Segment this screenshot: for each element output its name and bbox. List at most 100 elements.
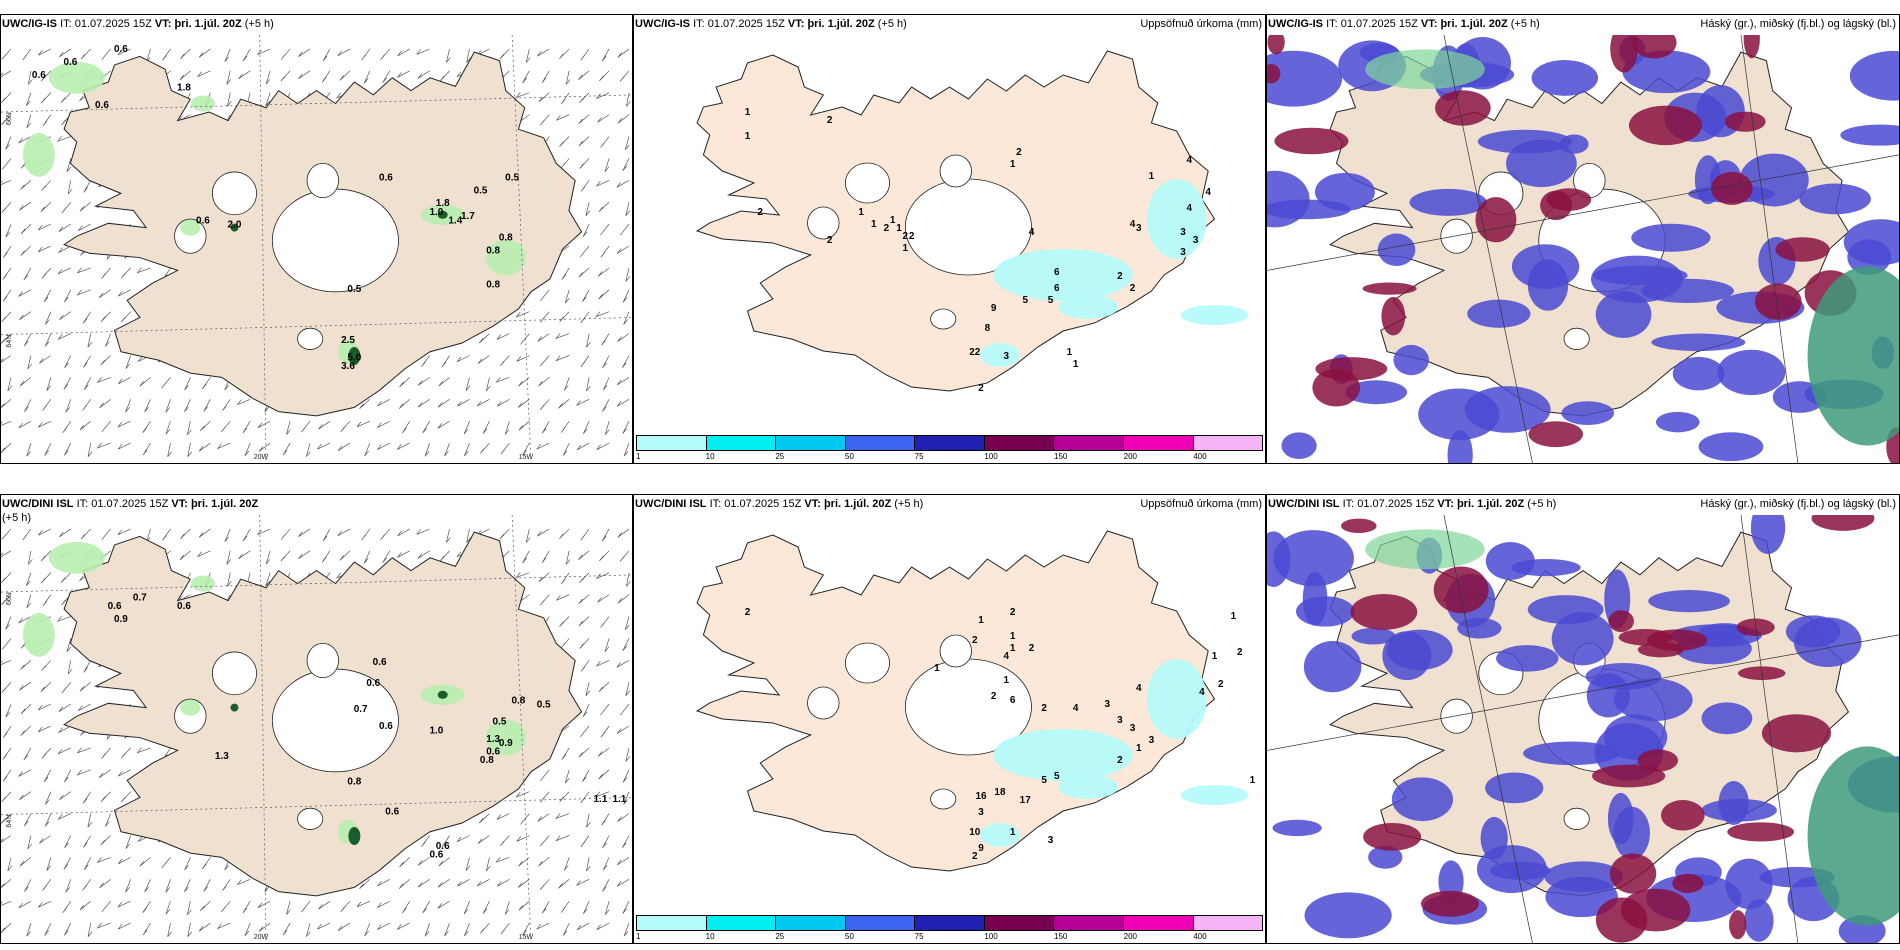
legend-swatch — [984, 436, 1055, 450]
panel-field-title: Háský (gr.), miðský (fj.bl.) og lágský (… — [1700, 498, 1896, 510]
legend-tick: 100 — [984, 452, 998, 461]
value-label: 3 — [1149, 735, 1155, 746]
glacier — [930, 308, 957, 330]
legend-swatch — [706, 916, 777, 930]
value-label: 0.6 — [63, 57, 77, 68]
value-label: 3 — [978, 807, 984, 818]
value-label: 0.5 — [474, 185, 488, 196]
vt-time: þri. 1.júl. 20Z — [1456, 498, 1525, 510]
value-label: 2 — [827, 235, 833, 246]
value-label: 16 — [976, 791, 988, 802]
value-label: 1.1 — [612, 794, 626, 805]
legend-swatch — [637, 916, 707, 930]
value-label: 5 — [1048, 295, 1054, 306]
glacier — [306, 643, 339, 679]
value-label: 3.6 — [341, 361, 355, 372]
value-label: 5 — [1041, 775, 1047, 786]
value-label: 2 — [884, 223, 890, 234]
value-label: 2 — [1117, 271, 1123, 282]
panel-header: UWC/IG-IS IT: 01.07.2025 15Z VT: þri. 1.… — [634, 15, 1265, 35]
value-label: 1 — [890, 215, 896, 226]
legend-tick: 50 — [845, 932, 854, 941]
vt-label: VT: — [154, 18, 172, 30]
value-label: 0.5 — [537, 700, 551, 711]
model-name: UWC/IG-IS — [1268, 18, 1323, 30]
value-label: 2 — [1218, 679, 1224, 690]
value-label: 4 — [1187, 155, 1193, 166]
value-label: 3 — [1130, 723, 1136, 734]
it-label: IT: — [76, 498, 89, 510]
it-label: IT: — [1342, 498, 1355, 510]
value-label: 2 — [1016, 147, 1022, 158]
map-area: 20W 15W 66N 64N 0.6 0.6 0.6 0.6 1.8 0.6 0.5 0.5 1.8 1… — [1, 35, 632, 463]
model-name: UWC/DINI ISL — [2, 498, 74, 510]
glacier — [297, 327, 324, 350]
graticule: 20W 15W 66N 64N — [1, 515, 632, 943]
vt-label: VT: — [171, 498, 188, 510]
legend-swatch — [706, 436, 777, 450]
value-label: 1 — [1136, 743, 1142, 754]
legend-swatch — [1193, 916, 1263, 930]
value-label: 17 — [1020, 795, 1032, 806]
value-label: 4 — [1029, 227, 1035, 238]
graticule — [1267, 35, 1899, 463]
value-label: 2 — [827, 115, 833, 126]
value-label: 0.7 — [133, 593, 147, 604]
value-label: 1 — [896, 223, 902, 234]
iceland-land — [695, 530, 1216, 872]
glacier — [930, 788, 957, 810]
legend-tick: 75 — [914, 932, 924, 941]
value-label: 1.3 — [215, 751, 229, 762]
value-label: 3 — [1180, 227, 1186, 238]
legend-tick: 200 — [1123, 452, 1138, 461]
panel-field-title: Uppsöfnuð úrkoma (mm) — [1140, 498, 1262, 510]
value-label: 2.0 — [228, 220, 242, 231]
legend-swatch — [845, 436, 916, 450]
panel-header: UWC/IG-IS IT: 01.07.2025 15Z VT: þri. 1.… — [1267, 15, 1899, 35]
value-label: 4 — [1073, 703, 1079, 714]
glacier — [306, 163, 339, 199]
lon-label: 20W — [254, 454, 269, 461]
value-label: 1 — [1073, 359, 1079, 370]
value-label: 2 — [903, 231, 909, 242]
vt-time: þri. 1.júl. 20Z — [190, 498, 259, 510]
it-label: IT: — [60, 18, 72, 30]
legend-ticks: 1 10 25 50 75 100 150 200 400 — [636, 452, 1263, 463]
value-label: 8 — [985, 323, 991, 334]
wind-map: 20W 15W66N64N0.60.60.60.61.80.60.50.51.81… — [1, 35, 632, 463]
legend-swatch — [776, 436, 846, 450]
glacier — [1440, 698, 1473, 734]
value-label: 1 — [871, 219, 877, 230]
legend-swatch — [845, 916, 916, 930]
value-label: 18 — [994, 787, 1006, 798]
graticule — [1267, 515, 1899, 943]
model-name: UWC/DINI ISL — [635, 498, 707, 510]
value-label: 2 — [972, 635, 978, 646]
value-label: 1 — [1250, 775, 1256, 786]
value-label: 0.6 — [32, 70, 46, 81]
vt-label: VT: — [787, 18, 805, 30]
lat-label: 66N — [6, 112, 13, 125]
value-label: 1.0 — [429, 207, 443, 218]
lat-label: 64N — [6, 335, 13, 348]
lat-label: 66N — [6, 592, 13, 605]
value-label: 9 — [991, 303, 997, 314]
glacier — [1563, 327, 1590, 350]
vt-label: VT: — [1420, 18, 1438, 30]
value-label: 1.7 — [461, 211, 475, 222]
legend-tick: 150 — [1054, 932, 1068, 941]
vt-time: þri. 1.júl. 20Z — [1440, 18, 1508, 30]
value-label: 0.8 — [499, 232, 513, 243]
lat-label: 64N — [6, 815, 13, 828]
value-label: 0.5 — [347, 284, 361, 295]
lead-time: (+5 h) — [2, 512, 32, 524]
model-name: UWC/IG-IS — [635, 18, 690, 30]
value-label: 2 — [909, 231, 915, 242]
legend-tick: 10 — [705, 932, 715, 941]
model-name: UWC/DINI ISL — [1268, 498, 1340, 510]
graticule: 20W 15W 66N 64N — [1, 35, 632, 463]
value-label: 0.5 — [493, 717, 507, 728]
